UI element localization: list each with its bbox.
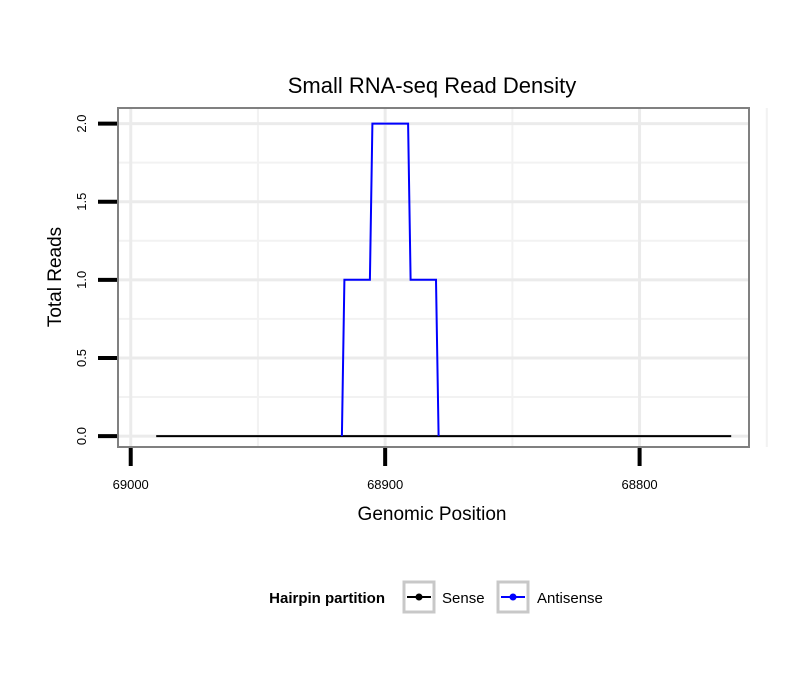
y-tick-label-4: 2.0 (74, 115, 89, 133)
y-tick-label-2: 1.0 (74, 271, 89, 289)
legend: Hairpin partition Sense Antisense (269, 580, 603, 614)
x-tick-label-2: 68800 (622, 477, 658, 492)
plot-panel-border (117, 107, 750, 448)
x-axis: 69000 68900 68800 (113, 448, 658, 492)
chart-title: Small RNA-seq Read Density (288, 73, 577, 98)
legend-key-sense-point (415, 593, 423, 601)
legend-title: Hairpin partition (269, 590, 385, 607)
x-tick-label-0: 69000 (113, 477, 149, 492)
series-line-antisense (340, 122, 440, 437)
legend-key-antisense-point (509, 593, 517, 601)
legend-item-sense[interactable]: Sense (402, 580, 485, 614)
y-tick-label-1: 0.5 (74, 349, 89, 367)
y-tick-label-3: 1.5 (74, 193, 89, 211)
legend-label-antisense: Antisense (537, 590, 603, 607)
grid (118, 108, 768, 447)
legend-item-antisense[interactable]: Antisense (496, 580, 603, 614)
x-tick-label-1: 68900 (367, 477, 403, 492)
x-axis-label: Genomic Position (358, 504, 507, 525)
y-axis-label: Total Reads (45, 227, 66, 327)
y-tick-label-0: 0.0 (74, 427, 89, 445)
legend-label-sense: Sense (442, 590, 485, 607)
series-group (156, 122, 732, 438)
y-axis: 0.0 0.5 1.0 1.5 2.0 (74, 115, 117, 445)
